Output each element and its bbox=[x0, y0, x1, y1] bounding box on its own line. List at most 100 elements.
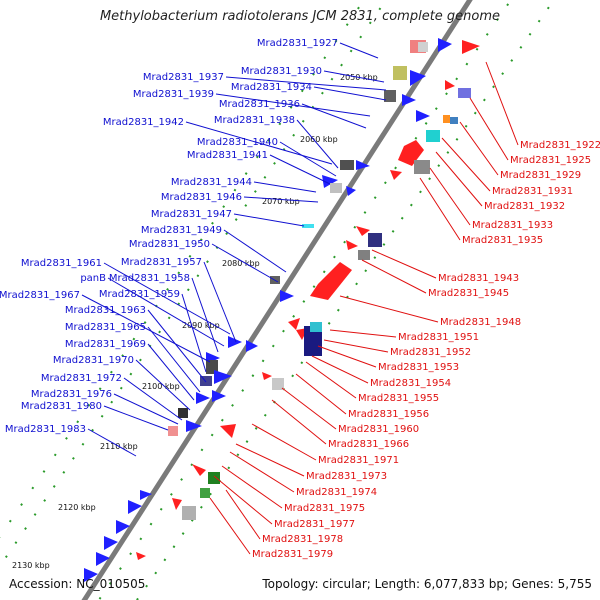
gene-label-connector bbox=[215, 93, 371, 117]
gene-label-connector bbox=[441, 137, 491, 192]
reverse-gene-features bbox=[136, 40, 480, 560]
forward-gene-label: Mrad2831_1938 bbox=[214, 115, 295, 126]
gene-label-connector bbox=[459, 121, 499, 176]
reverse-gene-label: Mrad2831_1935 bbox=[462, 235, 543, 246]
forward-gene-label: panB bbox=[80, 273, 106, 284]
tick-label: 2080 kbp bbox=[222, 259, 260, 268]
gene-label-connector bbox=[225, 76, 387, 91]
gene-label-connector bbox=[251, 423, 317, 461]
forward-gene-label: Mrad2831_1959 bbox=[99, 289, 180, 300]
gene-label-connector bbox=[103, 405, 169, 431]
forward-gene-label: Mrad2831_1963 bbox=[65, 305, 146, 316]
gene-label-connector bbox=[296, 119, 339, 169]
forward-gene-label: Mrad2831_1930 bbox=[241, 66, 322, 77]
forward-gene-label: Mrad2831_1927 bbox=[257, 38, 338, 49]
gene-label-connector bbox=[87, 428, 137, 457]
gene-label-connector bbox=[147, 326, 201, 393]
forward-gene-label: Mrad2831_1972 bbox=[41, 373, 122, 384]
forward-gene-label: Mrad2831_1965 bbox=[65, 322, 146, 333]
reverse-gene-label: Mrad2831_1960 bbox=[338, 424, 419, 435]
gene-label-connector bbox=[191, 277, 219, 353]
forward-gene-features bbox=[84, 38, 452, 582]
reverse-gene-label: Mrad2831_1932 bbox=[484, 201, 565, 212]
reverse-gene-labels: Mrad2831_1922 Mrad2831_1925 Mrad2831_1929 M… bbox=[209, 61, 600, 560]
gene-label-connector bbox=[329, 329, 397, 338]
gene-label-connector bbox=[323, 339, 389, 353]
reverse-gene-label: Mrad2831_1974 bbox=[296, 487, 377, 498]
gene-label-connector bbox=[339, 295, 439, 323]
gene-label-connector bbox=[221, 465, 283, 509]
gene-label-connector bbox=[211, 243, 279, 283]
tick-label: 2060 kbp bbox=[300, 135, 338, 144]
gene-label-connector bbox=[243, 196, 319, 203]
forward-gene-label: Mrad2831_1950 bbox=[129, 239, 210, 250]
gene-label-connector bbox=[203, 261, 237, 343]
reverse-gene-label: Mrad2831_1953 bbox=[378, 362, 459, 373]
tick-label: 2100 kbp bbox=[142, 382, 180, 391]
forward-gene-label: Mrad2831_1976 bbox=[31, 389, 112, 400]
gene-label-connector bbox=[281, 387, 337, 430]
gene-label-connector bbox=[81, 294, 211, 363]
gene-label-connector bbox=[225, 489, 261, 540]
gene-label-connector bbox=[233, 213, 305, 227]
forward-gene-label: Mrad2831_1970 bbox=[53, 355, 134, 366]
gene-label-connector bbox=[485, 61, 519, 146]
gene-label-connector bbox=[147, 309, 207, 383]
reverse-gene-label: Mrad2831_1922 bbox=[520, 140, 600, 151]
gene-label-connector bbox=[305, 361, 357, 399]
forward-gene-label: Mrad2831_1980 bbox=[21, 401, 102, 412]
forward-gene-labels: Mrad2831_1927 Mrad2831_1930 Mrad2831_1937 M… bbox=[0, 38, 387, 457]
tick-label: 2120 kbp bbox=[58, 503, 96, 512]
gene-label-connector bbox=[253, 181, 317, 193]
tick-label: 2070 kbp bbox=[262, 197, 300, 206]
forward-gene-label: Mrad2831_1941 bbox=[187, 150, 268, 161]
reverse-gene-label: Mrad2831_1931 bbox=[492, 186, 573, 197]
gene-label-connector bbox=[295, 373, 347, 415]
gene-label-connector bbox=[323, 70, 385, 83]
gene-label-connector bbox=[339, 42, 379, 59]
gc-skew-track-outer bbox=[135, 0, 556, 600]
forward-gene-label: Mrad2831_1961 bbox=[21, 258, 102, 269]
reverse-gene-label: Mrad2831_1945 bbox=[428, 288, 509, 299]
gene-label-connector bbox=[147, 343, 195, 401]
reverse-gene-label: Mrad2831_1929 bbox=[500, 170, 581, 181]
reverse-gene-label: Mrad2831_1975 bbox=[284, 503, 365, 514]
reverse-gene-label: Mrad2831_1955 bbox=[358, 393, 439, 404]
topology-text: Topology: circular; Length: 6,077,833 bp… bbox=[262, 577, 592, 591]
gene-label-connector bbox=[113, 393, 179, 425]
forward-gene-label: Mrad2831_1934 bbox=[231, 82, 312, 93]
gene-label-connector bbox=[311, 355, 369, 384]
gene-label-connector bbox=[107, 277, 225, 347]
gene-label-connector bbox=[317, 345, 377, 368]
reverse-gene-label: Mrad2831_1952 bbox=[390, 347, 471, 358]
gene-label-connector bbox=[419, 177, 461, 241]
gene-label-connector bbox=[235, 443, 305, 477]
gene-label-connector bbox=[103, 262, 231, 335]
tick-label: 2130 kbp bbox=[12, 561, 50, 570]
gene-label-connector bbox=[429, 167, 471, 226]
reverse-gene-label: Mrad2831_1971 bbox=[318, 455, 399, 466]
forward-gene-label: Mrad2831_1967 bbox=[0, 290, 80, 301]
gene-label-connector bbox=[371, 249, 437, 279]
reverse-gene-label: Mrad2831_1933 bbox=[472, 220, 553, 231]
gc-skew-track-inner-right bbox=[97, 0, 513, 600]
forward-gene-label: Mrad2831_1940 bbox=[197, 137, 278, 148]
gene-label-connector bbox=[123, 377, 183, 421]
forward-gene-label: Mrad2831_1969 bbox=[65, 339, 146, 350]
genome-title: Methylobacterium radiotolerans JCM 2831,… bbox=[99, 9, 501, 24]
accession-text: Accession: NC_010505 bbox=[9, 577, 146, 591]
forward-gene-label: Mrad2831_1942 bbox=[103, 117, 184, 128]
forward-gene-label: Mrad2831_1949 bbox=[141, 225, 222, 236]
gene-label-connector bbox=[469, 97, 509, 161]
reverse-gene-label: Mrad2831_1973 bbox=[306, 471, 387, 482]
gene-label-connector bbox=[301, 103, 367, 129]
reverse-gene-label: Mrad2831_1948 bbox=[440, 317, 521, 328]
forward-gene-label: Mrad2831_1983 bbox=[5, 424, 86, 435]
gene-label-connector bbox=[269, 154, 331, 185]
forward-gene-label: Mrad2831_1946 bbox=[161, 192, 242, 203]
reverse-gene-label: Mrad2831_1979 bbox=[252, 549, 333, 560]
forward-gene-label: Mrad2831_1957 bbox=[121, 257, 202, 268]
reverse-gene-label: Mrad2831_1951 bbox=[398, 332, 479, 343]
forward-gene-label: Mrad2831_1947 bbox=[151, 209, 232, 220]
